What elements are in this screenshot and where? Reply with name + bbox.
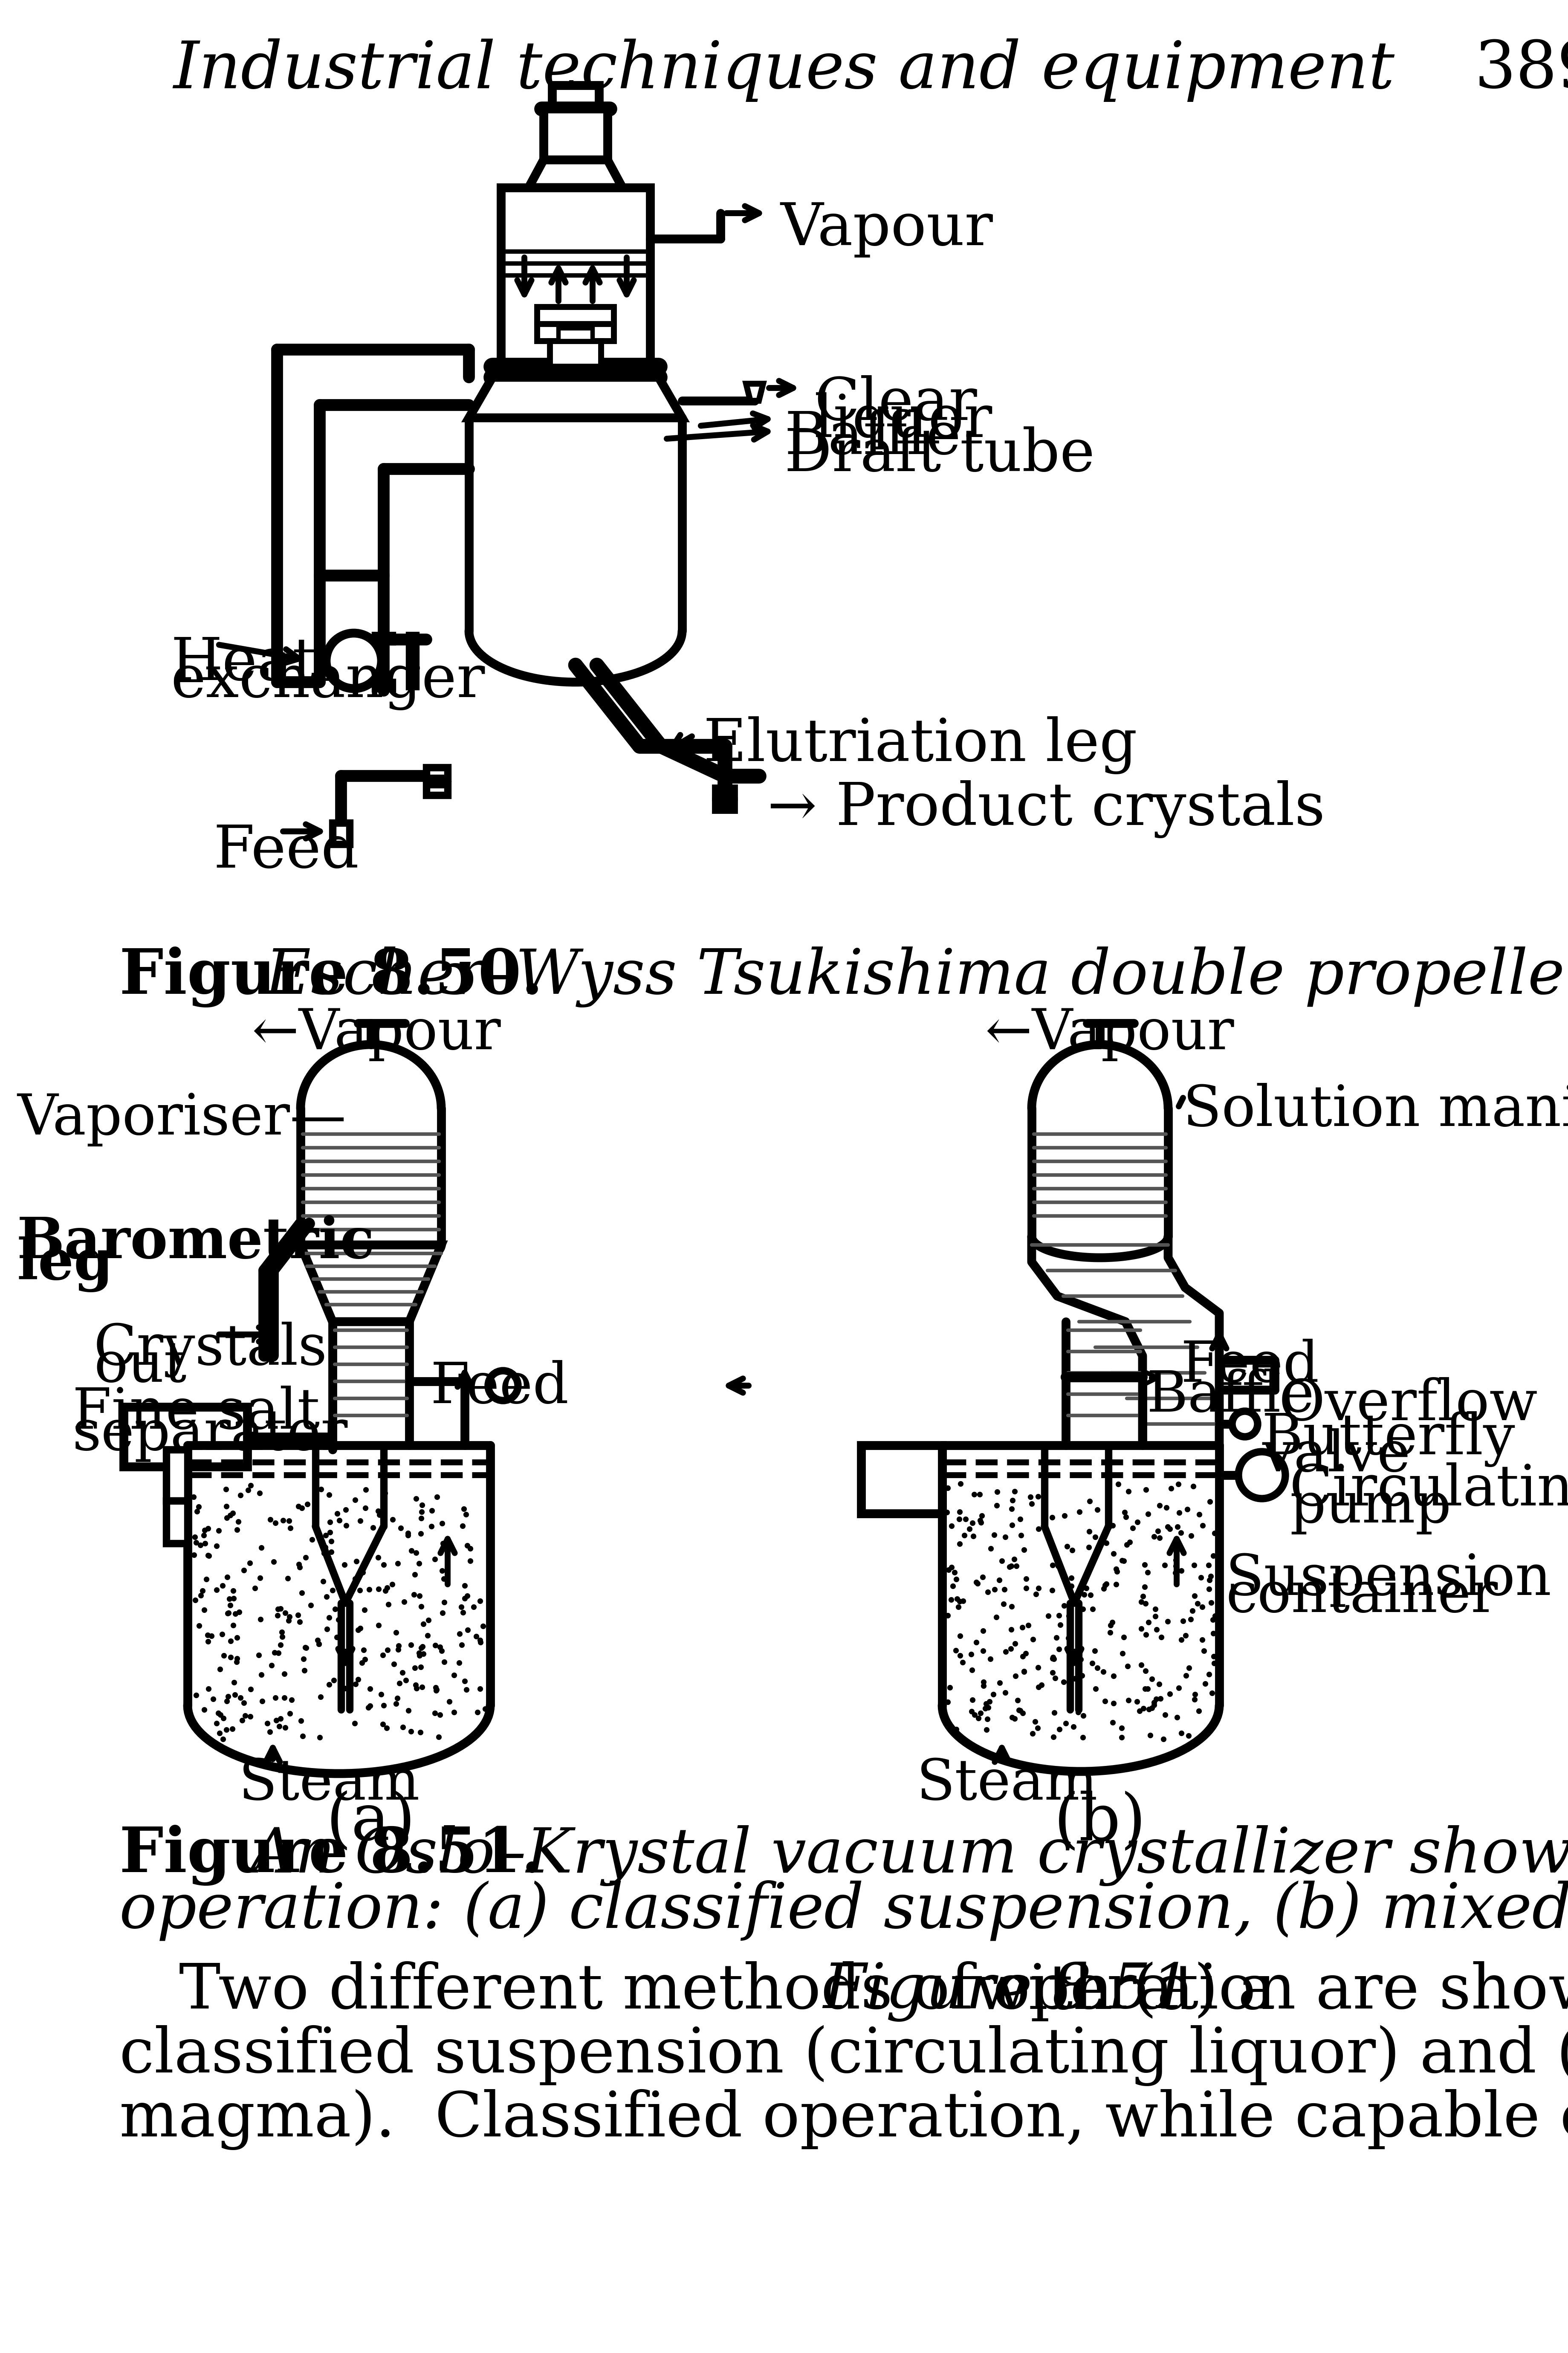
Bar [426, 767, 447, 779]
Text: Feed: Feed [431, 1360, 569, 1414]
Text: Escher–Wyss Tsukishima double propeller (DP) crystallizer: Escher–Wyss Tsukishima double propeller … [226, 946, 1568, 1007]
Text: Figure 8.50.: Figure 8.50. [119, 946, 543, 1007]
Bar [409, 635, 416, 687]
Circle shape [326, 633, 381, 689]
Bar [332, 824, 350, 845]
Text: separator: separator [72, 1407, 348, 1461]
Text: Steam: Steam [238, 1758, 420, 1812]
Circle shape [1239, 1452, 1286, 1499]
Text: Heat: Heat [171, 635, 317, 692]
Circle shape [1232, 1412, 1258, 1438]
Text: An Oslo–Krystal vacuum crystallizer showing two different methods of: An Oslo–Krystal vacuum crystallizer show… [230, 1826, 1568, 1887]
Bar [861, 1445, 942, 1513]
Text: Circulating: Circulating [1289, 1461, 1568, 1518]
Text: Steam: Steam [917, 1758, 1098, 1812]
Text: Baffle: Baffle [1146, 1369, 1314, 1424]
Text: Two different methods of operation are shown in: Two different methods of operation are s… [179, 1960, 1568, 2021]
Text: valve: valve [1262, 1428, 1410, 1482]
Text: Crystals: Crystals [94, 1322, 328, 1377]
Text: operation: (a) classified suspension, (b) mixed suspension. (After Saeman, 1956): operation: (a) classified suspension, (b… [119, 1880, 1568, 1941]
Bar [717, 788, 734, 795]
Text: liquor: liquor [814, 393, 993, 449]
Bar [166, 1449, 188, 1501]
Bar [375, 682, 392, 689]
Text: out: out [94, 1339, 187, 1393]
Text: pump: pump [1289, 1480, 1452, 1534]
Polygon shape [528, 160, 622, 188]
Text: Feed: Feed [1181, 1339, 1319, 1393]
Text: exchanger: exchanger [171, 652, 485, 711]
Text: 389: 389 [1474, 38, 1568, 101]
Text: ←Vapour: ←Vapour [251, 1007, 500, 1061]
Bar [550, 341, 601, 367]
Text: magma).  Classified operation, while capable of producing large regular: magma). Classified operation, while capa… [119, 2089, 1568, 2151]
Text: Figure 8.51.: Figure 8.51. [119, 1826, 543, 1885]
Text: ←Vapour: ←Vapour [985, 1007, 1234, 1061]
Polygon shape [746, 384, 764, 400]
Bar [552, 85, 599, 108]
Text: Barometric: Barometric [17, 1214, 375, 1271]
Text: Vaporiser—: Vaporiser— [17, 1092, 347, 1146]
Bar [500, 188, 651, 367]
Circle shape [488, 1372, 517, 1400]
Text: with (a) a: with (a) a [955, 1960, 1275, 2021]
Text: Clear: Clear [814, 374, 977, 433]
Bar [426, 784, 447, 795]
Text: Suspension: Suspension [1226, 1553, 1552, 1607]
Text: Butterfly: Butterfly [1262, 1412, 1515, 1466]
Text: Industrial techniques and equipment: Industrial techniques and equipment [174, 38, 1394, 101]
Text: Fine salt: Fine salt [72, 1386, 320, 1440]
Text: leg: leg [17, 1235, 113, 1292]
Text: Vapour: Vapour [781, 200, 993, 256]
Bar [166, 1501, 188, 1544]
Bar [538, 306, 615, 341]
Text: Solution manifold: Solution manifold [1182, 1082, 1568, 1139]
Bar [544, 108, 607, 160]
Text: Feed: Feed [213, 824, 359, 880]
Text: Figure 8.51: Figure 8.51 [823, 1960, 1190, 2021]
Text: Draft tube: Draft tube [784, 426, 1094, 482]
Text: classified suspension (circulating liquor) and (b) a mixed suspension (circulati: classified suspension (circulating liquo… [119, 2026, 1568, 2087]
Text: Overflow: Overflow [1279, 1377, 1538, 1433]
Bar [124, 1407, 248, 1466]
Text: Baffle: Baffle [784, 409, 961, 466]
Bar [717, 802, 734, 809]
Text: Elutriation leg: Elutriation leg [704, 715, 1137, 774]
Text: → Product crystals: → Product crystals [767, 781, 1325, 838]
Bar [558, 329, 593, 341]
Text: (b): (b) [1054, 1791, 1146, 1854]
Bar [375, 635, 392, 642]
Polygon shape [469, 376, 682, 419]
Polygon shape [301, 1245, 441, 1322]
Text: (a): (a) [326, 1791, 416, 1854]
Text: container: container [1226, 1569, 1497, 1624]
